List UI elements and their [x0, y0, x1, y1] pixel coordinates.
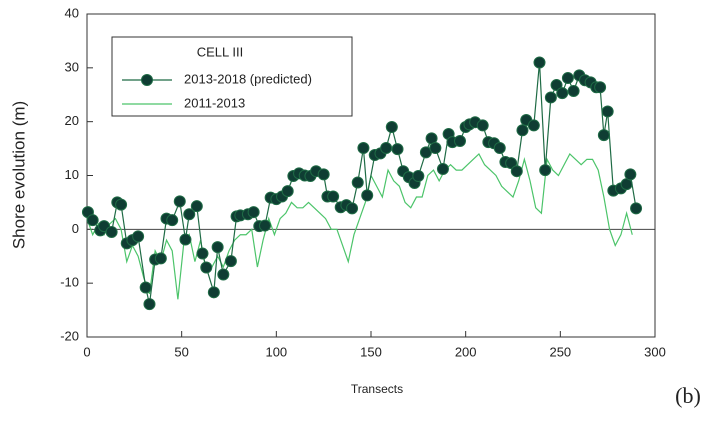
- y-tick-label: 20: [65, 113, 79, 128]
- marker: [380, 142, 393, 155]
- legend-label: 2013-2018 (predicted): [184, 71, 312, 86]
- marker: [510, 165, 523, 178]
- marker: [115, 198, 128, 211]
- marker: [105, 226, 118, 239]
- x-tick-label: 0: [83, 344, 90, 359]
- marker: [346, 202, 359, 215]
- marker: [327, 190, 340, 203]
- marker: [544, 91, 557, 104]
- y-axis-label: Shore evolution (m): [9, 101, 28, 249]
- marker: [556, 87, 569, 100]
- legend-label: 2011-2013: [184, 95, 245, 110]
- marker: [217, 268, 230, 281]
- y-tick-label: 40: [65, 5, 79, 20]
- x-tick-label: 250: [549, 344, 571, 359]
- marker: [211, 241, 224, 254]
- y-tick-label: -10: [60, 275, 79, 290]
- marker: [317, 168, 330, 181]
- marker: [196, 247, 209, 260]
- marker: [361, 189, 374, 202]
- marker: [166, 214, 179, 227]
- x-axis-label: Transects: [351, 382, 403, 396]
- y-tick-label: 0: [72, 221, 79, 236]
- marker: [567, 84, 580, 97]
- marker: [132, 230, 145, 243]
- series-line: [87, 62, 637, 305]
- series-line: [86, 152, 633, 300]
- marker: [493, 142, 506, 155]
- marker: [436, 163, 449, 176]
- marker: [550, 79, 563, 92]
- marker: [200, 261, 213, 274]
- marker: [190, 200, 203, 213]
- legend-title: CELL III: [197, 44, 243, 59]
- marker: [391, 143, 404, 156]
- marker: [533, 56, 546, 69]
- marker: [258, 219, 271, 232]
- x-tick-label: 50: [174, 344, 188, 359]
- marker: [516, 124, 529, 137]
- y-tick-label: -20: [60, 328, 79, 343]
- panel-label: (b): [675, 383, 701, 408]
- x-tick-label: 300: [644, 344, 666, 359]
- marker: [154, 252, 167, 265]
- marker: [453, 135, 466, 148]
- plot-frame: [86, 13, 656, 338]
- marker: [505, 157, 518, 170]
- y-tick-label: 30: [65, 59, 79, 74]
- marker: [224, 255, 237, 268]
- marker: [527, 119, 540, 132]
- marker: [412, 170, 425, 183]
- marker: [357, 142, 370, 155]
- marker: [351, 176, 364, 189]
- y-tick-label: 10: [65, 167, 79, 182]
- legend-marker: [141, 74, 153, 86]
- marker: [139, 281, 152, 294]
- marker: [281, 185, 294, 198]
- marker: [594, 81, 607, 94]
- marker: [207, 286, 220, 299]
- marker: [179, 233, 192, 246]
- marker: [86, 214, 99, 227]
- marker: [143, 298, 156, 311]
- legend-box: [111, 36, 353, 117]
- marker: [539, 164, 552, 177]
- marker: [385, 121, 398, 134]
- x-tick-label: 200: [455, 344, 477, 359]
- marker: [630, 202, 643, 215]
- marker: [601, 105, 614, 118]
- marker: [429, 142, 442, 155]
- marker: [561, 72, 574, 85]
- marker: [476, 119, 489, 132]
- marker: [597, 129, 610, 142]
- x-tick-label: 150: [360, 344, 382, 359]
- x-tick-label: 100: [265, 344, 287, 359]
- marker: [247, 206, 260, 219]
- marker: [624, 168, 637, 181]
- marker: [173, 195, 186, 208]
- marker: [183, 208, 196, 221]
